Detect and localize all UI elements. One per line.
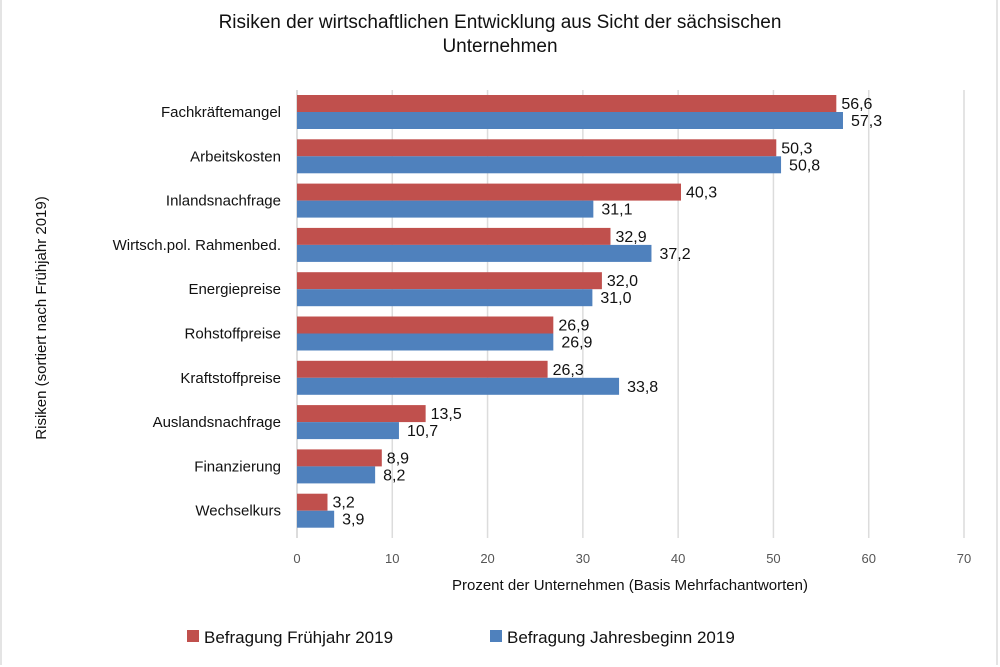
category-labels: Fachkräftemangel Arbeitskosten Inlandsnach…	[113, 104, 281, 520]
bar	[297, 272, 602, 290]
legend-label: Befragung Jahresbeginn 2019	[507, 628, 735, 647]
y-axis-title: Risiken (sortiert nach Frühjahr 2019)	[33, 196, 50, 439]
category-label: Kraftstoffpreise	[180, 370, 281, 387]
bar	[297, 360, 548, 378]
category-label: Energiepreise	[188, 281, 281, 298]
bar	[297, 200, 594, 218]
value-label: 33,8	[627, 379, 658, 396]
value-label: 32,0	[607, 273, 638, 290]
x-tick-label: 40	[671, 551, 685, 566]
category-label: Arbeitskosten	[190, 148, 281, 165]
bar	[297, 227, 611, 245]
x-tick-label: 30	[576, 551, 590, 566]
legend-label: Befragung Frühjahr 2019	[204, 628, 393, 647]
legend: Befragung Frühjahr 2019 Befragung Jahresb…	[187, 628, 735, 647]
bar	[297, 289, 593, 307]
bars	[297, 95, 843, 528]
legend-swatch	[490, 630, 502, 642]
value-label: 56,6	[841, 96, 872, 113]
bar	[297, 422, 399, 440]
category-label: Wirtsch.pol. Rahmenbed.	[113, 237, 281, 254]
bar	[297, 405, 426, 423]
value-label: 26,9	[558, 318, 589, 335]
value-label: 37,2	[659, 246, 690, 263]
value-label: 3,2	[332, 495, 354, 512]
legend-swatch	[187, 630, 199, 642]
category-label: Inlandsnachfrage	[166, 193, 281, 210]
x-tick-labels: 0 10 20 30 40 50 60 70	[293, 551, 971, 566]
value-label: 50,3	[781, 140, 812, 157]
value-label: 32,9	[615, 229, 646, 246]
category-label: Auslandsnachfrage	[153, 414, 281, 431]
bar	[297, 493, 328, 511]
x-axis-title: Prozent der Unternehmen (Basis Mehrfacha…	[452, 577, 808, 594]
category-label: Rohstoffpreise	[185, 326, 281, 343]
bar	[297, 377, 620, 395]
bar	[297, 95, 837, 112]
category-label: Fachkräftemangel	[161, 104, 281, 121]
x-tick-label: 20	[480, 551, 494, 566]
chart-title: Risiken der wirtschaftlichen Entwicklung…	[0, 11, 1000, 59]
value-label: 31,0	[600, 290, 631, 307]
bar	[297, 449, 382, 467]
x-tick-label: 0	[293, 551, 300, 566]
bar	[297, 112, 843, 129]
value-label: 3,9	[342, 512, 364, 529]
value-label: 26,9	[561, 335, 592, 352]
x-tick-label: 70	[957, 551, 971, 566]
bar	[297, 316, 554, 334]
x-tick-label: 60	[861, 551, 875, 566]
chart-title-line-1: Risiken der wirtschaftlichen Entwicklung…	[218, 12, 782, 33]
value-label: 26,3	[553, 362, 584, 379]
bar	[297, 333, 554, 351]
bar	[297, 139, 777, 157]
category-label: Finanzierung	[194, 458, 281, 475]
value-label: 31,1	[601, 202, 632, 219]
value-label: 8,2	[383, 467, 405, 484]
bar	[297, 510, 335, 528]
x-tick-label: 10	[385, 551, 399, 566]
value-labels: 56,657,3 50,350,8 40,3 31,1 32,9 37,2 32,031,0…	[332, 96, 882, 529]
value-label: 50,8	[789, 157, 820, 174]
value-label: 10,7	[407, 423, 438, 440]
x-tick-label: 50	[766, 551, 780, 566]
value-label: 57,3	[851, 113, 882, 130]
category-label: Wechselkurs	[195, 503, 281, 520]
chart-title-line-2: Unternehmen	[442, 36, 558, 57]
bar	[297, 183, 682, 201]
bar	[297, 244, 652, 262]
value-label: 40,3	[686, 185, 717, 202]
bar	[297, 466, 376, 484]
value-label: 13,5	[431, 406, 462, 423]
bar	[297, 156, 782, 174]
value-label: 8,9	[387, 450, 409, 467]
